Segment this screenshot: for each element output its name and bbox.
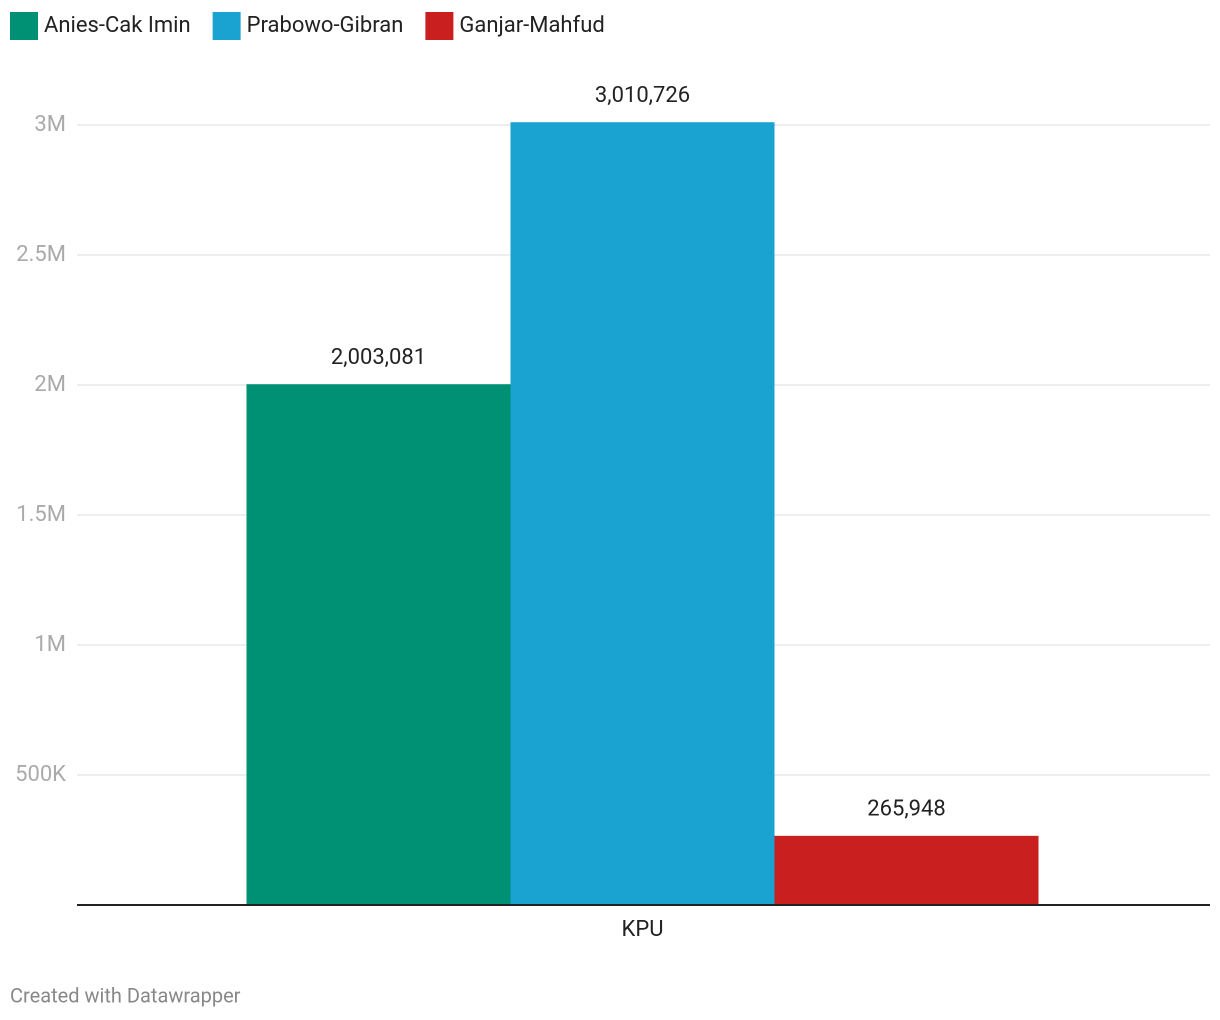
value-label: 265,948 <box>867 797 946 822</box>
bar <box>774 835 1039 905</box>
y-tick-label: 1M <box>34 632 66 657</box>
legend-label: Prabowo-Gibran <box>247 13 404 38</box>
footer: Created with Datawrapper <box>10 983 241 1007</box>
y-tick-label: 3M <box>34 112 66 137</box>
legend-swatch <box>10 12 38 40</box>
value-label: 3,010,726 <box>595 83 690 108</box>
legend-swatch <box>212 12 241 40</box>
bar <box>246 384 511 905</box>
legend-swatch <box>425 12 454 40</box>
y-tick-label: 500K <box>15 762 66 787</box>
value-label: 2,003,081 <box>331 345 426 370</box>
y-tick-label: 2M <box>34 372 66 397</box>
legend-label: Anies-Cak Imin <box>44 13 191 38</box>
x-tick-label: KPU <box>622 917 664 942</box>
y-tick-label: 2.5M <box>16 242 66 267</box>
bar <box>510 122 775 905</box>
y-tick-label: 1.5M <box>16 502 66 527</box>
legend-label: Ganjar-Mahfud <box>459 13 604 38</box>
